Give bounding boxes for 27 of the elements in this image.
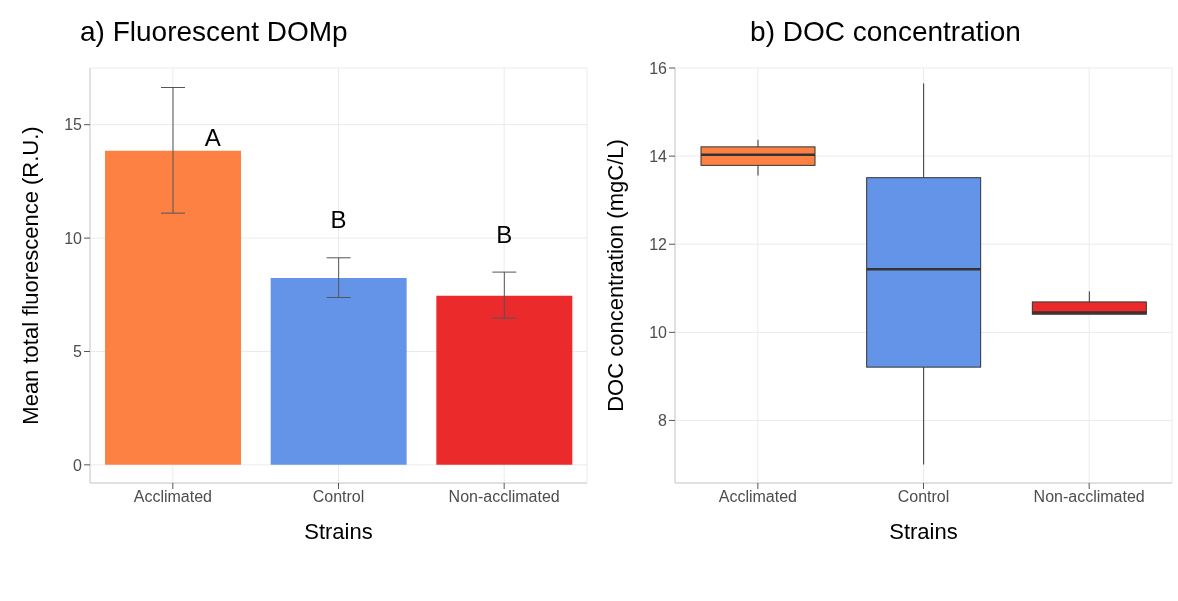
y-axis-title: DOC concentration (mgC/L) <box>602 139 628 412</box>
y-axis-title: Mean total fluorescence (R.U.) <box>17 126 43 425</box>
y-tick-label: 14 <box>649 147 668 165</box>
x-axis-title: Strains <box>304 519 373 544</box>
x-tick-label: Non-acclimated <box>448 488 560 506</box>
x-tick-label: Non-acclimated <box>1033 488 1145 506</box>
x-tick-label: Acclimated <box>133 488 212 506</box>
x-tick-label: Control <box>312 488 365 506</box>
bar <box>105 150 241 465</box>
y-tick-label: 8 <box>658 412 668 430</box>
y-tick-label: 12 <box>649 235 668 253</box>
bar <box>270 277 407 465</box>
chart-title: b) DOC concentration <box>749 16 1022 48</box>
annotation: A <box>204 124 221 152</box>
x-tick-label: Control <box>897 488 950 506</box>
x-tick-label: Acclimated <box>718 488 797 506</box>
y-tick-label: 5 <box>73 343 83 361</box>
bar <box>436 295 573 465</box>
y-tick-label: 0 <box>73 456 83 474</box>
y-tick-label: 15 <box>64 116 83 134</box>
chart-title: a) Fluorescent DOMp <box>80 16 349 48</box>
x-axis-title: Strains <box>889 519 958 544</box>
annotation: B <box>330 206 347 234</box>
y-tick-label: 16 <box>649 59 668 77</box>
y-tick-label: 10 <box>64 229 83 247</box>
y-tick-label: 10 <box>649 324 668 342</box>
annotation: B <box>496 220 513 248</box>
